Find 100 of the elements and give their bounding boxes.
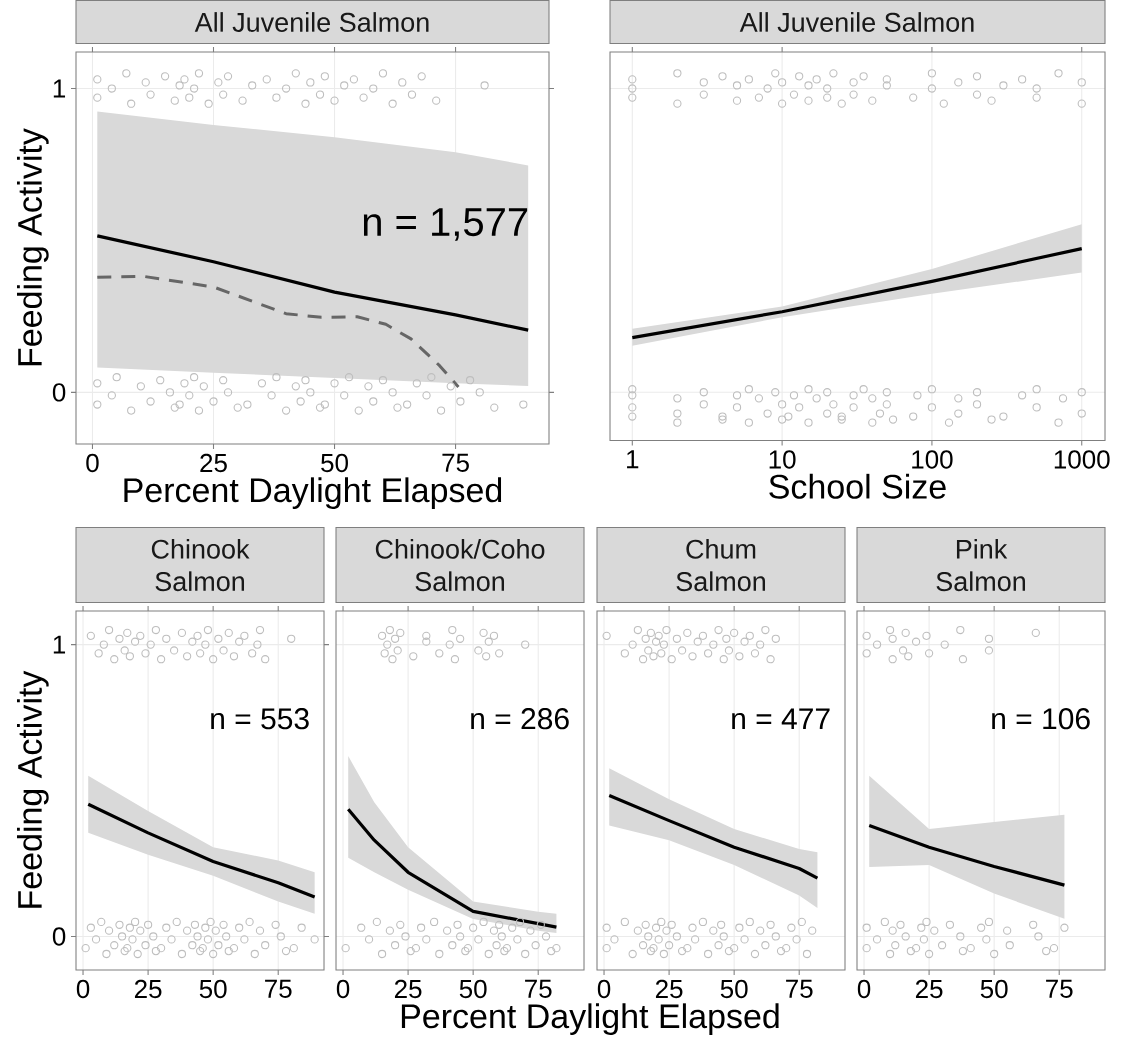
y-tick-label: 1 [53, 635, 66, 654]
point [489, 631, 499, 640]
point [664, 941, 674, 950]
point [898, 646, 908, 655]
point [120, 646, 129, 655]
point [409, 652, 418, 661]
point [199, 382, 208, 391]
point [156, 944, 166, 953]
point [411, 944, 421, 953]
point [422, 637, 431, 646]
point [383, 640, 392, 649]
point [924, 949, 934, 959]
point [219, 376, 228, 385]
point [296, 397, 305, 406]
point [223, 388, 233, 397]
point [417, 72, 426, 81]
point [662, 625, 671, 635]
x-tick-label: 75 [442, 453, 469, 472]
point [195, 649, 205, 658]
point [377, 631, 387, 640]
point [644, 932, 653, 941]
point [130, 637, 140, 646]
point [688, 923, 697, 932]
annotation: n = 477 [732, 708, 830, 730]
x-tick-label: 25 [394, 979, 422, 999]
point [922, 917, 931, 927]
point [677, 946, 687, 956]
point [188, 637, 197, 646]
point [255, 926, 265, 935]
point [238, 96, 247, 105]
point [201, 923, 210, 932]
x-tick-label: 75 [265, 979, 292, 998]
point [172, 917, 181, 927]
point [761, 625, 770, 635]
point [649, 652, 658, 661]
point [956, 625, 965, 635]
point [919, 935, 929, 944]
point [390, 634, 400, 643]
point [133, 949, 142, 959]
point [117, 932, 127, 941]
point [385, 926, 395, 935]
point [93, 75, 102, 84]
point [185, 391, 194, 400]
point [123, 628, 132, 638]
point [930, 926, 939, 935]
chart-title: Chum Salmon [676, 538, 766, 592]
point [224, 946, 233, 956]
point [136, 926, 145, 935]
point [359, 93, 368, 102]
point [86, 631, 95, 640]
point [422, 935, 431, 944]
point [165, 388, 175, 397]
point [492, 941, 501, 950]
point [330, 96, 339, 105]
point [149, 932, 158, 941]
point [281, 946, 291, 956]
point [235, 637, 244, 646]
point [782, 944, 791, 953]
point [1003, 926, 1012, 935]
point [127, 406, 136, 415]
point [120, 946, 129, 956]
point [489, 926, 499, 935]
point [388, 99, 397, 108]
point [719, 655, 728, 664]
point [761, 941, 770, 950]
point [372, 917, 381, 927]
point [536, 920, 545, 929]
point [802, 949, 812, 959]
point [521, 949, 530, 959]
point [128, 935, 137, 944]
y-tick-label: 0 [52, 383, 66, 402]
point [412, 379, 421, 388]
point [156, 655, 166, 664]
point [641, 634, 650, 643]
point [917, 923, 926, 932]
point [901, 628, 910, 638]
point [672, 932, 682, 941]
point [654, 631, 663, 640]
point [1034, 932, 1043, 941]
point [984, 634, 994, 643]
point [479, 628, 488, 638]
point [240, 935, 249, 944]
point [717, 920, 726, 929]
point [698, 917, 708, 927]
point [396, 920, 405, 929]
point [86, 923, 95, 932]
point [521, 640, 530, 649]
point [422, 391, 431, 400]
point [526, 926, 535, 935]
point [243, 400, 252, 409]
chart-title: Chinook Salmon [151, 538, 250, 592]
point [628, 640, 637, 649]
point [180, 379, 189, 388]
point [267, 391, 276, 400]
point [750, 649, 760, 658]
point [667, 920, 676, 929]
point [301, 376, 310, 385]
point [735, 652, 744, 661]
point [219, 920, 228, 929]
point [475, 388, 484, 397]
